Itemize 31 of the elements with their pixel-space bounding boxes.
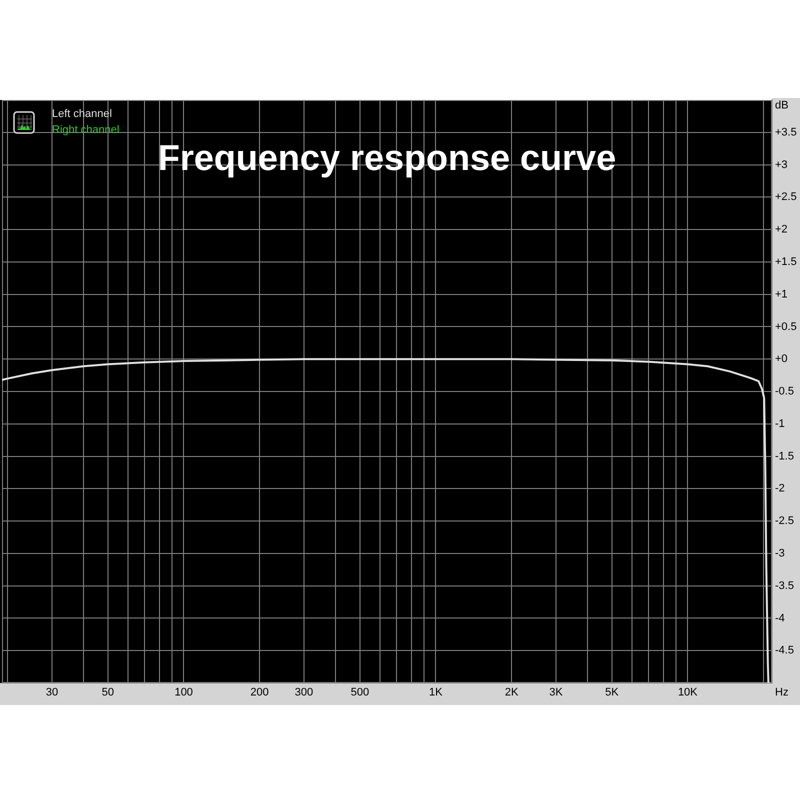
y-tick-label: -3: [775, 547, 785, 560]
x-tick-label: 500: [350, 686, 370, 699]
x-tick-label: 1K: [429, 686, 444, 699]
y-tick-label: +2: [775, 224, 788, 236]
x-tick-label: 100: [174, 686, 193, 699]
x-axis-title: Hz: [775, 686, 788, 699]
y-tick-label: -4: [775, 612, 785, 624]
y-tick-label: +3: [775, 158, 788, 171]
y-tick-label: -1.5: [775, 450, 794, 462]
y-tick-label: +3.5: [775, 126, 797, 138]
y-tick-label: +2.5: [775, 191, 797, 204]
y-tick-label: -1: [775, 418, 785, 430]
x-tick-label: 3K: [549, 686, 564, 699]
y-tick-label: +1: [775, 288, 788, 300]
text: Frequency response curve: [158, 137, 616, 178]
y-axis-title: dB: [775, 100, 788, 112]
y-tick-label: +1.5: [775, 256, 797, 268]
y-tick-label: -2: [775, 482, 785, 495]
x-tick-label: 300: [294, 686, 314, 699]
x-tick-label: 10K: [678, 686, 698, 699]
x-tick-label: 200: [250, 686, 269, 699]
y-tick-label: +0: [775, 353, 788, 366]
x-tick-label: 5K: [605, 686, 620, 699]
y-tick-label: -0.5: [775, 386, 794, 398]
y-tick-label: -2.5: [775, 515, 794, 528]
y-tick-label: -4.5: [775, 644, 794, 657]
y-tick-label: -3.5: [775, 580, 794, 592]
x-tick-label: 30: [46, 686, 58, 699]
y-tick-label: +0.5: [775, 320, 797, 333]
x-tick-label: 2K: [504, 686, 519, 699]
x-tick-label: 50: [102, 686, 114, 699]
